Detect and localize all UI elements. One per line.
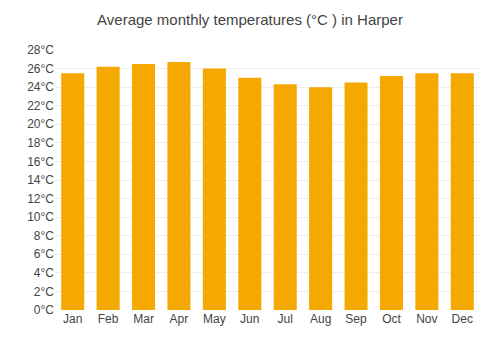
svg-text:2°C: 2°C (34, 285, 54, 299)
svg-text:Jan: Jan (63, 312, 82, 326)
svg-text:20°C: 20°C (27, 117, 54, 131)
svg-text:8°C: 8°C (34, 229, 54, 243)
svg-text:10°C: 10°C (27, 210, 54, 224)
svg-text:6°C: 6°C (34, 247, 54, 261)
svg-text:14°C: 14°C (27, 173, 54, 187)
svg-text:12°C: 12°C (27, 192, 54, 206)
svg-text:26°C: 26°C (27, 62, 54, 76)
svg-text:Average monthly temperatures (: Average monthly temperatures (°C ) in Ha… (97, 11, 403, 28)
svg-text:Jul: Jul (278, 312, 293, 326)
svg-text:22°C: 22°C (27, 99, 54, 113)
svg-text:Jun: Jun (240, 312, 259, 326)
svg-text:Apr: Apr (170, 312, 189, 326)
svg-text:18°C: 18°C (27, 136, 54, 150)
svg-text:28°C: 28°C (27, 43, 54, 57)
svg-text:Mar: Mar (133, 312, 154, 326)
svg-text:24°C: 24°C (27, 80, 54, 94)
svg-text:Sep: Sep (345, 312, 367, 326)
svg-text:May: May (203, 312, 226, 326)
svg-text:Oct: Oct (382, 312, 401, 326)
svg-text:Nov: Nov (416, 312, 437, 326)
svg-text:0°C: 0°C (34, 303, 54, 317)
svg-text:16°C: 16°C (27, 155, 54, 169)
svg-text:4°C: 4°C (34, 266, 54, 280)
svg-text:Feb: Feb (98, 312, 119, 326)
svg-text:Aug: Aug (310, 312, 331, 326)
svg-text:Dec: Dec (452, 312, 473, 326)
